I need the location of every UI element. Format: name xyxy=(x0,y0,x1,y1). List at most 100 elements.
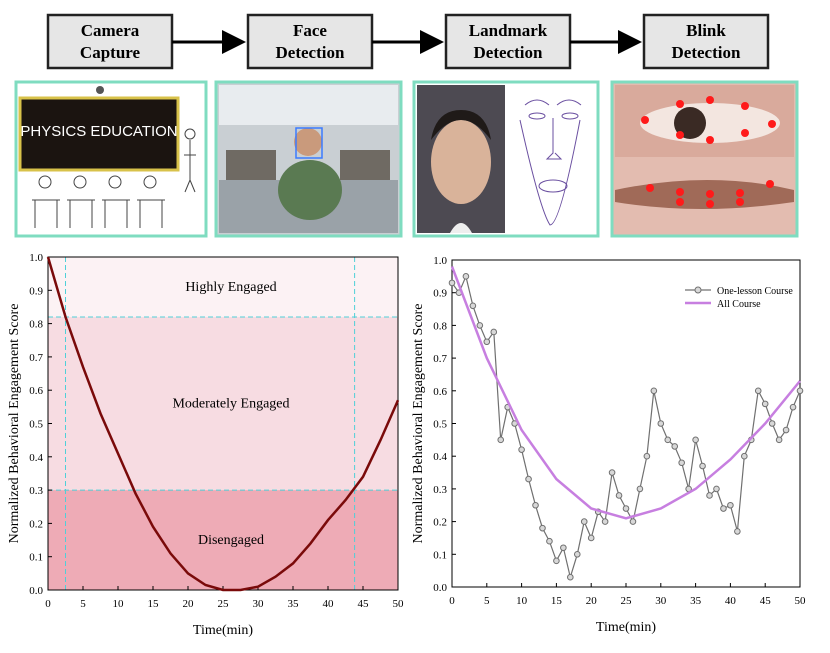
x-tick-label: 0 xyxy=(449,595,455,607)
step-box xyxy=(246,13,374,70)
x-axis-title: Time(min) xyxy=(596,620,656,635)
y-tick-label: 1.0 xyxy=(433,255,447,267)
y-tick-label: 0.6 xyxy=(29,385,43,397)
x-tick-label: 45 xyxy=(760,595,772,607)
band xyxy=(48,257,398,317)
step-box xyxy=(444,13,572,70)
x-tick-label: 10 xyxy=(113,598,125,610)
x-tick-label: 15 xyxy=(148,598,160,610)
point xyxy=(768,420,776,427)
x-tick-label: 20 xyxy=(586,595,598,607)
y-tick-label: 0.2 xyxy=(433,517,447,529)
x-tick-label: 25 xyxy=(218,598,230,610)
y-tick-label: 0.9 xyxy=(29,285,43,297)
y-tick-label: 0.1 xyxy=(29,552,43,564)
x-tick-label: 10 xyxy=(516,595,528,607)
point xyxy=(713,485,720,493)
x-tick-label: 30 xyxy=(253,598,265,610)
point xyxy=(678,459,685,467)
step-label: Camera xyxy=(81,21,140,40)
point xyxy=(546,537,553,545)
band-label: Highly Engaged xyxy=(185,280,276,295)
series-line xyxy=(451,274,801,580)
y-tick-label: 0.8 xyxy=(433,320,447,332)
point xyxy=(622,505,630,512)
y-tick-label: 0.3 xyxy=(29,485,43,497)
point xyxy=(706,492,713,499)
x-tick-label: 0 xyxy=(45,598,51,610)
point xyxy=(754,387,762,395)
step-label: Blink xyxy=(686,21,726,40)
x-tick-label: 5 xyxy=(80,598,86,610)
image-classroom: PHYSICS EDUCATION xyxy=(14,80,208,238)
legend-label: One-lesson Course xyxy=(717,286,793,297)
y-tick-label: 0.5 xyxy=(433,419,447,431)
y-tick-label: 0.5 xyxy=(29,419,43,431)
step-box xyxy=(46,13,174,70)
y-tick-label: 0.8 xyxy=(29,319,43,331)
y-tick-label: 0.4 xyxy=(433,451,447,463)
point xyxy=(782,426,790,434)
step-label: Face xyxy=(293,21,327,40)
point xyxy=(448,279,456,287)
x-tick-label: 20 xyxy=(183,598,195,610)
point xyxy=(629,518,637,525)
point xyxy=(734,528,741,535)
point xyxy=(650,387,658,395)
y-tick-label: 0.1 xyxy=(433,549,447,561)
step-label: Detection xyxy=(276,43,345,62)
x-tick-label: 50 xyxy=(795,595,807,607)
x-tick-label: 35 xyxy=(288,598,300,610)
legend-label: All Course xyxy=(717,299,761,310)
y-tick-label: 1.0 xyxy=(29,252,43,264)
step-label: Detection xyxy=(672,43,741,62)
point xyxy=(761,400,769,408)
point xyxy=(789,403,797,411)
point xyxy=(525,475,532,483)
step-label: Detection xyxy=(474,43,543,62)
x-tick-label: 50 xyxy=(393,598,405,610)
point xyxy=(699,462,706,470)
x-tick-label: 35 xyxy=(690,595,702,607)
series-line xyxy=(450,266,801,520)
point xyxy=(567,573,574,581)
pipeline: Camera Capture Face Detection Landmark D… xyxy=(46,13,770,70)
step-label: Landmark xyxy=(469,21,548,40)
point xyxy=(692,436,699,444)
board-text: PHYSICS EDUCATION xyxy=(20,123,177,140)
point xyxy=(636,485,644,493)
point xyxy=(462,273,470,280)
x-tick-label: 25 xyxy=(621,595,633,607)
y-axis-title: Normalized Behavioral Engagement Score xyxy=(7,304,22,544)
point xyxy=(476,322,484,329)
y-tick-label: 0.3 xyxy=(433,484,447,496)
band-label: Moderately Engaged xyxy=(172,397,289,412)
point xyxy=(573,551,581,558)
point xyxy=(580,518,588,525)
point xyxy=(553,557,560,565)
point xyxy=(657,420,665,427)
point xyxy=(664,436,672,444)
band-label: Disengaged xyxy=(198,533,264,548)
step-box xyxy=(642,13,770,70)
x-tick-label: 45 xyxy=(358,598,370,610)
x-tick-label: 40 xyxy=(323,598,335,610)
image-landmark xyxy=(412,80,600,238)
y-tick-label: 0.7 xyxy=(29,352,43,364)
band xyxy=(48,316,398,491)
y-tick-label: 0.6 xyxy=(433,386,447,398)
y-tick-label: 0.4 xyxy=(29,452,43,464)
y-tick-label: 0.0 xyxy=(29,585,43,597)
point xyxy=(518,446,525,453)
point xyxy=(608,469,616,476)
point xyxy=(720,505,727,512)
point xyxy=(469,302,477,310)
point xyxy=(671,443,679,450)
point xyxy=(532,501,539,509)
image-face-detection xyxy=(214,80,403,238)
point xyxy=(490,328,498,336)
y-tick-label: 0.0 xyxy=(433,582,447,594)
point xyxy=(615,492,623,499)
series-line xyxy=(46,256,400,592)
